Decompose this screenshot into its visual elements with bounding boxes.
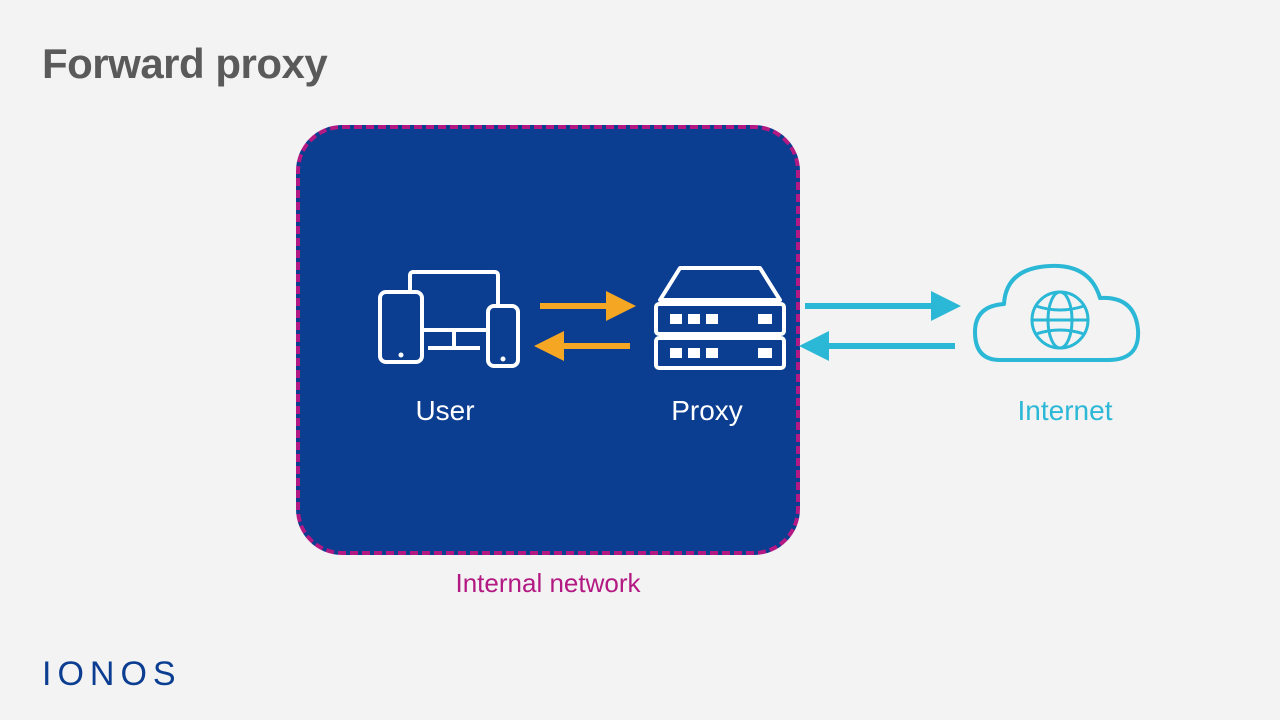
page-title: Forward proxy (42, 40, 327, 88)
internet-label: Internet (980, 395, 1150, 427)
user-label: User (370, 395, 520, 427)
internal-network-box (296, 125, 800, 555)
proxy-label: Proxy (632, 395, 782, 427)
cloud-icon (975, 266, 1138, 360)
ionos-logo: IONOS (42, 655, 182, 694)
internal-network-label: Internal network (296, 568, 800, 599)
